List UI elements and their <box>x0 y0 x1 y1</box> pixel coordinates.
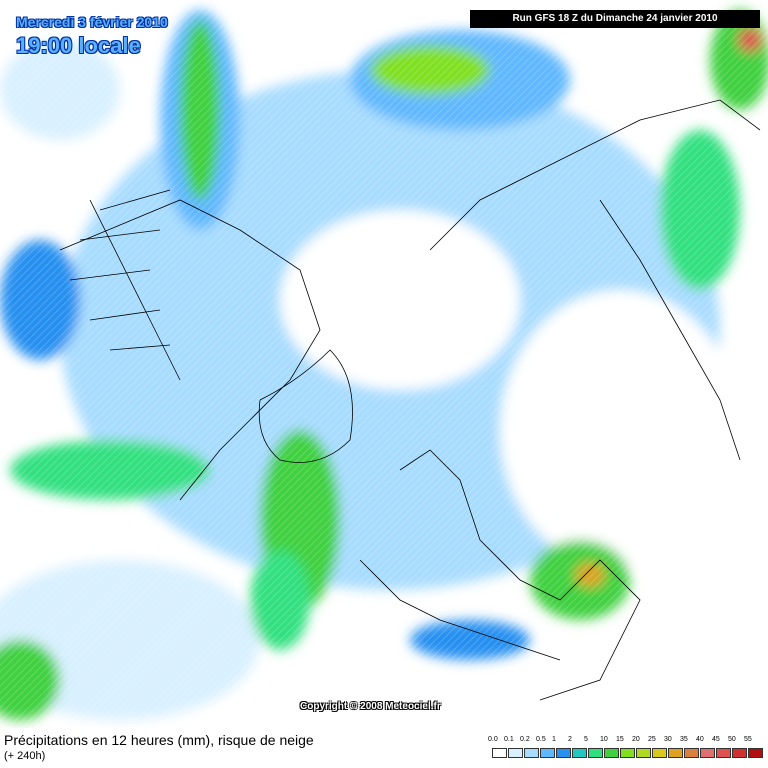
legend-swatch <box>668 748 683 758</box>
run-label: Run GFS 18 Z du Dimanche 24 janvier 2010 <box>470 10 760 28</box>
legend-swatch <box>700 748 715 758</box>
legend-label: 0.0 <box>488 736 498 743</box>
legend-label: 2 <box>568 736 572 743</box>
legend-swatch <box>732 748 747 758</box>
forecast-time: 19:00 locale <box>16 33 141 58</box>
copyright: Copyright © 2008 Meteociel.fr <box>300 701 441 712</box>
legend-swatch <box>524 748 539 758</box>
legend-label: 30 <box>664 736 672 743</box>
legend-swatch <box>604 748 619 758</box>
legend-swatch <box>572 748 587 758</box>
legend-label: 0.5 <box>536 736 546 743</box>
legend-label: 0.2 <box>520 736 530 743</box>
legend-swatch <box>540 748 555 758</box>
legend-swatch <box>492 748 507 758</box>
legend-swatch <box>508 748 523 758</box>
legend-label: 5 <box>584 736 588 743</box>
legend-label: 15 <box>616 736 624 743</box>
legend-label: 1 <box>552 736 556 743</box>
caption-title: Précipitations en 12 heures (mm), risque… <box>4 732 314 748</box>
legend-label: 50 <box>728 736 736 743</box>
legend-label: 0.1 <box>504 736 514 743</box>
legend-swatch <box>636 748 651 758</box>
legend-swatch <box>556 748 571 758</box>
legend-swatch <box>620 748 635 758</box>
legend-swatch <box>748 748 763 758</box>
legend-swatch <box>716 748 731 758</box>
legend-swatch <box>652 748 667 758</box>
legend-swatch <box>588 748 603 758</box>
legend-label: 55 <box>744 736 752 743</box>
legend-label: 45 <box>712 736 720 743</box>
legend-label: 25 <box>648 736 656 743</box>
legend-label: 35 <box>680 736 688 743</box>
legend-swatch <box>684 748 699 758</box>
precipitation-map <box>0 0 768 728</box>
legend-label: 40 <box>696 736 704 743</box>
legend-label: 20 <box>632 736 640 743</box>
legend-label: 10 <box>600 736 608 743</box>
forecast-date: Mercredi 3 février 2010 <box>16 14 168 30</box>
footer: Précipitations en 12 heures (mm), risque… <box>0 728 768 768</box>
caption-lead: (+ 240h) <box>4 750 46 762</box>
